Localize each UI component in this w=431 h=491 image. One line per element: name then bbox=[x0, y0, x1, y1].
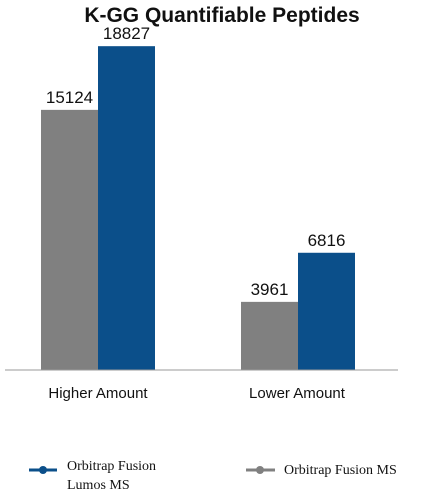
bar-orbitrap-fusion-lumos-ms-higher-amount bbox=[98, 46, 155, 370]
data-label-orbitrap-fusion-ms-higher-amount: 15124 bbox=[46, 88, 93, 107]
bar-orbitrap-fusion-ms-lower-amount bbox=[241, 301, 298, 370]
legend: Orbitrap Fusion Lumos MS Orbitrap Fusion… bbox=[29, 459, 397, 491]
legend-marker-lumos bbox=[39, 466, 47, 474]
bars-group bbox=[41, 46, 355, 371]
data-label-orbitrap-fusion-lumos-ms-higher-amount: 18827 bbox=[103, 24, 150, 43]
chart-title: K-GG Quantifiable Peptides bbox=[84, 4, 359, 27]
legend-label-lumos-line2: Lumos MS bbox=[67, 478, 130, 491]
legend-label-fusion: Orbitrap Fusion MS bbox=[284, 463, 397, 478]
bar-orbitrap-fusion-ms-higher-amount bbox=[41, 109, 98, 371]
legend-label-lumos-line1: Orbitrap Fusion bbox=[67, 459, 156, 474]
data-label-orbitrap-fusion-ms-lower-amount: 3961 bbox=[251, 280, 289, 299]
category-label-higher-amount: Higher Amount bbox=[48, 385, 148, 402]
legend-item-fusion: Orbitrap Fusion MS bbox=[246, 463, 397, 478]
legend-item-lumos: Orbitrap Fusion Lumos MS bbox=[29, 459, 156, 491]
category-label-lower-amount: Lower Amount bbox=[249, 385, 346, 402]
value-labels-group: 15124 18827 3961 6816 bbox=[46, 24, 346, 299]
data-label-orbitrap-fusion-lumos-ms-lower-amount: 6816 bbox=[308, 231, 346, 250]
bar-orbitrap-fusion-lumos-ms-lower-amount bbox=[298, 252, 355, 370]
legend-marker-fusion bbox=[256, 466, 264, 474]
